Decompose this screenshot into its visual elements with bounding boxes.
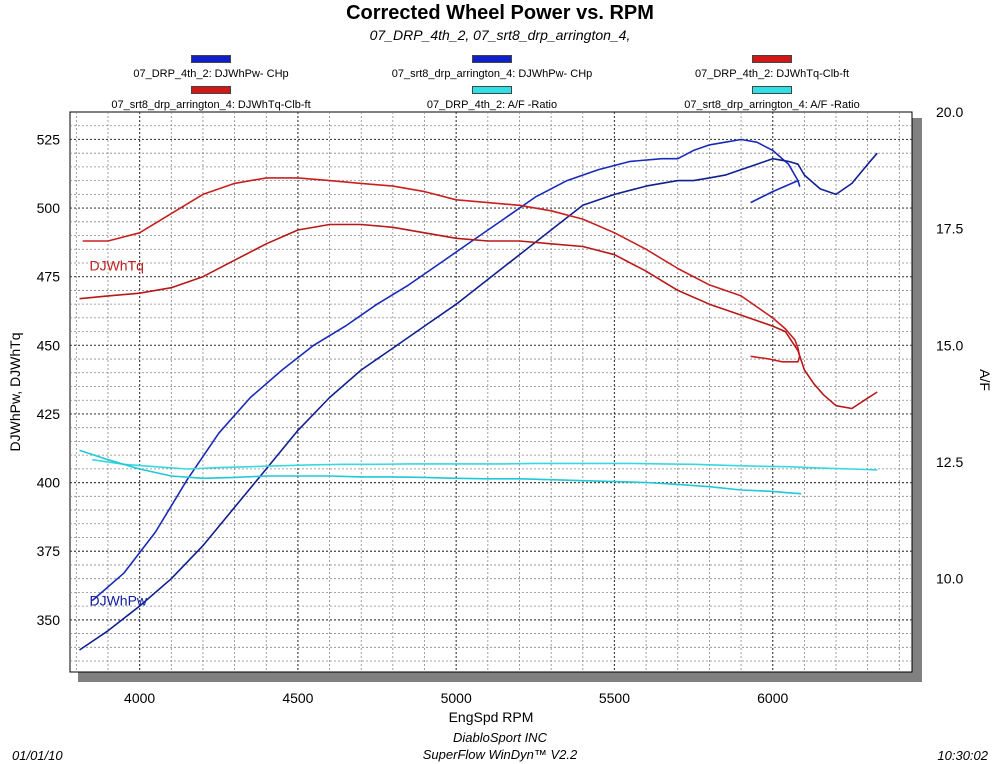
y-tick-label: 525 bbox=[37, 131, 61, 147]
series-line bbox=[79, 152, 878, 651]
series-line bbox=[79, 449, 802, 495]
x-tick-label: 5000 bbox=[441, 690, 472, 706]
legend-swatch bbox=[191, 55, 231, 63]
annotations: DJWhTq DJWhPw bbox=[89, 258, 147, 609]
y-tick-label: 375 bbox=[37, 543, 61, 559]
x-tick-label: 6000 bbox=[757, 690, 788, 706]
axis-ticks: 4000 4500 5000 5500 6000 350 375 400 425 450 475 50… bbox=[37, 104, 964, 706]
page-subtitle: 07_DRP_4th_2, 07_srt8_drp_arrington_4, bbox=[369, 27, 631, 43]
y-tick-label: 500 bbox=[37, 200, 61, 216]
y-tick-label: 425 bbox=[37, 406, 61, 422]
x-tick-label: 4000 bbox=[124, 690, 155, 706]
x-tick-label: 5500 bbox=[599, 690, 630, 706]
legend-swatch bbox=[191, 86, 231, 94]
series-line bbox=[91, 138, 801, 602]
footer-software: SuperFlow WinDyn™ V2.2 bbox=[422, 747, 578, 762]
y-tick-label: 350 bbox=[37, 612, 61, 628]
legend-item: 07_DRP_4th_2: DJWhPw- CHp bbox=[133, 68, 289, 80]
legend-item: 07_DRP_4th_2: A/F -Ratio bbox=[426, 99, 558, 111]
y2-tick-label: 12.5 bbox=[936, 454, 963, 470]
series-line bbox=[79, 223, 878, 410]
y2-tick-label: 10.0 bbox=[936, 571, 963, 587]
series-annotation: DJWhPw bbox=[89, 593, 147, 609]
y-tick-label: 400 bbox=[37, 475, 61, 491]
series-lines bbox=[79, 138, 878, 651]
series-annotation: DJWhTq bbox=[89, 258, 143, 274]
legend-swatch bbox=[752, 55, 792, 63]
y-axis-label: DJWhPw, DJWhTq bbox=[7, 332, 23, 451]
y2-axis-label: A/F bbox=[977, 369, 993, 391]
legend-swatch bbox=[472, 86, 512, 94]
legend-swatch bbox=[472, 55, 512, 63]
footer-time: 10:30:02 bbox=[937, 748, 988, 763]
y-tick-label: 450 bbox=[37, 337, 61, 353]
legend-item: 07_srt8_drp_arrington_4: DJWhTq-Clb-ft bbox=[111, 99, 311, 111]
y-tick-label: 475 bbox=[37, 269, 61, 285]
legend-swatch bbox=[752, 86, 792, 94]
y2-tick-label: 17.5 bbox=[936, 221, 963, 237]
legend-item: 07_srt8_drp_arrington_4: DJWhPw- CHp bbox=[391, 68, 593, 80]
legend-item: 07_DRP_4th_2: DJWhTq-Clb-ft bbox=[694, 68, 850, 80]
footer-date: 01/01/10 bbox=[12, 748, 63, 763]
plot-area bbox=[69, 111, 913, 673]
y2-tick-label: 15.0 bbox=[936, 337, 963, 353]
x-tick-label: 4500 bbox=[282, 690, 313, 706]
x-axis-label: EngSpd RPM bbox=[449, 709, 534, 725]
page-title: Corrected Wheel Power vs. RPM bbox=[346, 2, 654, 24]
series-line bbox=[82, 177, 801, 363]
series-line bbox=[92, 458, 878, 471]
y2-tick-label: 20.0 bbox=[936, 104, 963, 120]
legend-item: 07_srt8_drp_arrington_4: A/F -Ratio bbox=[684, 99, 860, 111]
footer-company: DiabloSport INC bbox=[453, 730, 547, 745]
